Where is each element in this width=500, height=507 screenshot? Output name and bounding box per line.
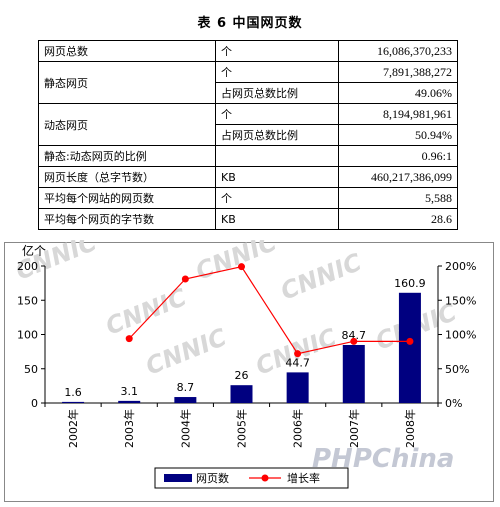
- row-value: 460,217,386,099: [338, 166, 458, 188]
- x-tick-label: 2007年: [347, 409, 361, 448]
- y-tick-label-left: 200: [17, 260, 38, 273]
- bar-data-label: 26: [235, 369, 249, 382]
- legend-label-line: 增长率: [287, 471, 320, 485]
- row-unit: 个: [215, 187, 339, 209]
- bar-data-label: 3.1: [120, 385, 138, 398]
- bar-data-label: 1.6: [64, 386, 82, 399]
- row-unit: 个: [215, 40, 339, 62]
- y-axis-label-left: 亿个: [22, 243, 46, 258]
- bar-data-label: 44.7: [285, 356, 310, 369]
- legend-swatch-bars: [164, 474, 192, 482]
- y-tick-label-left: 0: [31, 397, 38, 410]
- table-row: 平均每个网页的字节数 KB 28.6: [38, 208, 458, 230]
- row-value: 28.6: [338, 208, 458, 230]
- bar: [398, 292, 421, 403]
- table-row: 动态网页 个 8,194,981,961: [38, 103, 458, 146]
- chart-area: CNNICCNNICCNNICCNNICCNNICCNNICCNNICPHPCh…: [0, 240, 500, 507]
- bar-data-label: 8.7: [177, 381, 195, 394]
- stats-table: 网页总数 个 16,086,370,233 静态网页 个 7,891,388,2…: [38, 40, 458, 230]
- cnnic-watermark: CNNIC: [142, 323, 231, 381]
- row-unit: KB: [215, 166, 339, 188]
- y-tick-label-right: 0%: [445, 397, 462, 410]
- bar: [286, 372, 309, 403]
- bar: [62, 401, 85, 403]
- row-unit: [215, 145, 339, 167]
- table-row: 静态网页 个 7,891,388,272: [38, 61, 458, 104]
- bar: [230, 385, 253, 403]
- bar: [342, 344, 365, 403]
- row-value: 49.06%: [338, 82, 458, 104]
- row-label: 平均每个网站的网页数: [38, 187, 216, 209]
- x-tick-label: 2006年: [291, 409, 305, 448]
- growth-line: [128, 266, 410, 355]
- row-unit: 占网页总数比例: [215, 82, 339, 104]
- y-tick-label-right: 100%: [445, 329, 476, 342]
- row-label: 网页总数: [38, 40, 216, 62]
- cnnic-watermark: CNNIC: [277, 248, 366, 306]
- row-value: 16,086,370,233: [338, 40, 458, 62]
- row-label: 平均每个网页的字节数: [38, 208, 216, 230]
- bar: [174, 397, 197, 403]
- y-tick-label-left: 100: [17, 329, 38, 342]
- x-tick-label: 2003年: [122, 409, 136, 448]
- row-value: 7,891,388,272: [338, 61, 458, 83]
- growth-point: [406, 337, 414, 345]
- row-label: 动态网页: [38, 103, 216, 146]
- y-tick-label-right: 50%: [445, 363, 469, 376]
- row-value: 0.96:1: [338, 145, 458, 167]
- combo-chart: CNNICCNNICCNNICCNNICCNNICCNNICCNNICPHPCh…: [12, 240, 476, 489]
- y-tick-label-left: 50: [24, 363, 38, 376]
- row-unit: 个: [215, 103, 339, 125]
- bar-data-label: 160.9: [394, 277, 426, 290]
- row-value: 8,194,981,961: [338, 103, 458, 125]
- y-tick-label-right: 200%: [445, 260, 476, 273]
- row-unit: 占网页总数比例: [215, 124, 339, 146]
- bar-data-label: 84.7: [342, 329, 367, 342]
- x-tick-label: 2004年: [178, 409, 192, 448]
- table-title: 表 6 中国网页数: [197, 16, 303, 31]
- row-value: 50.94%: [338, 124, 458, 146]
- x-tick-label: 2002年: [66, 409, 80, 448]
- x-tick-label: 2005年: [235, 409, 249, 448]
- row-label: 网页长度（总字节数）: [38, 166, 216, 188]
- row-value: 5,588: [338, 187, 458, 209]
- growth-point: [294, 350, 302, 358]
- growth-point: [125, 335, 133, 343]
- row-label: 静态网页: [38, 61, 216, 104]
- legend-marker-line: [261, 474, 269, 482]
- cnnic-watermark: CNNIC: [192, 240, 281, 286]
- cnnic-watermark: CNNIC: [102, 283, 191, 341]
- bar: [118, 400, 141, 403]
- y-tick-label-right: 150%: [445, 294, 476, 307]
- table-row: 静态:动态网页的比例 0.96:1: [38, 145, 458, 167]
- x-tick-label: 2008年: [403, 409, 417, 448]
- row-label: 静态:动态网页的比例: [38, 145, 216, 167]
- growth-point: [350, 337, 358, 345]
- growth-point: [238, 263, 245, 271]
- row-unit: 个: [215, 61, 339, 83]
- table-row: 网页总数 个 16,086,370,233: [38, 40, 458, 62]
- growth-point: [181, 275, 189, 283]
- legend-label-bars: 网页数: [196, 472, 229, 485]
- table-row: 平均每个网站的网页数 个 5,588: [38, 187, 458, 209]
- y-tick-label-left: 150: [17, 294, 38, 307]
- row-unit: KB: [215, 208, 339, 230]
- table-row: 网页长度（总字节数） KB 460,217,386,099: [38, 166, 458, 188]
